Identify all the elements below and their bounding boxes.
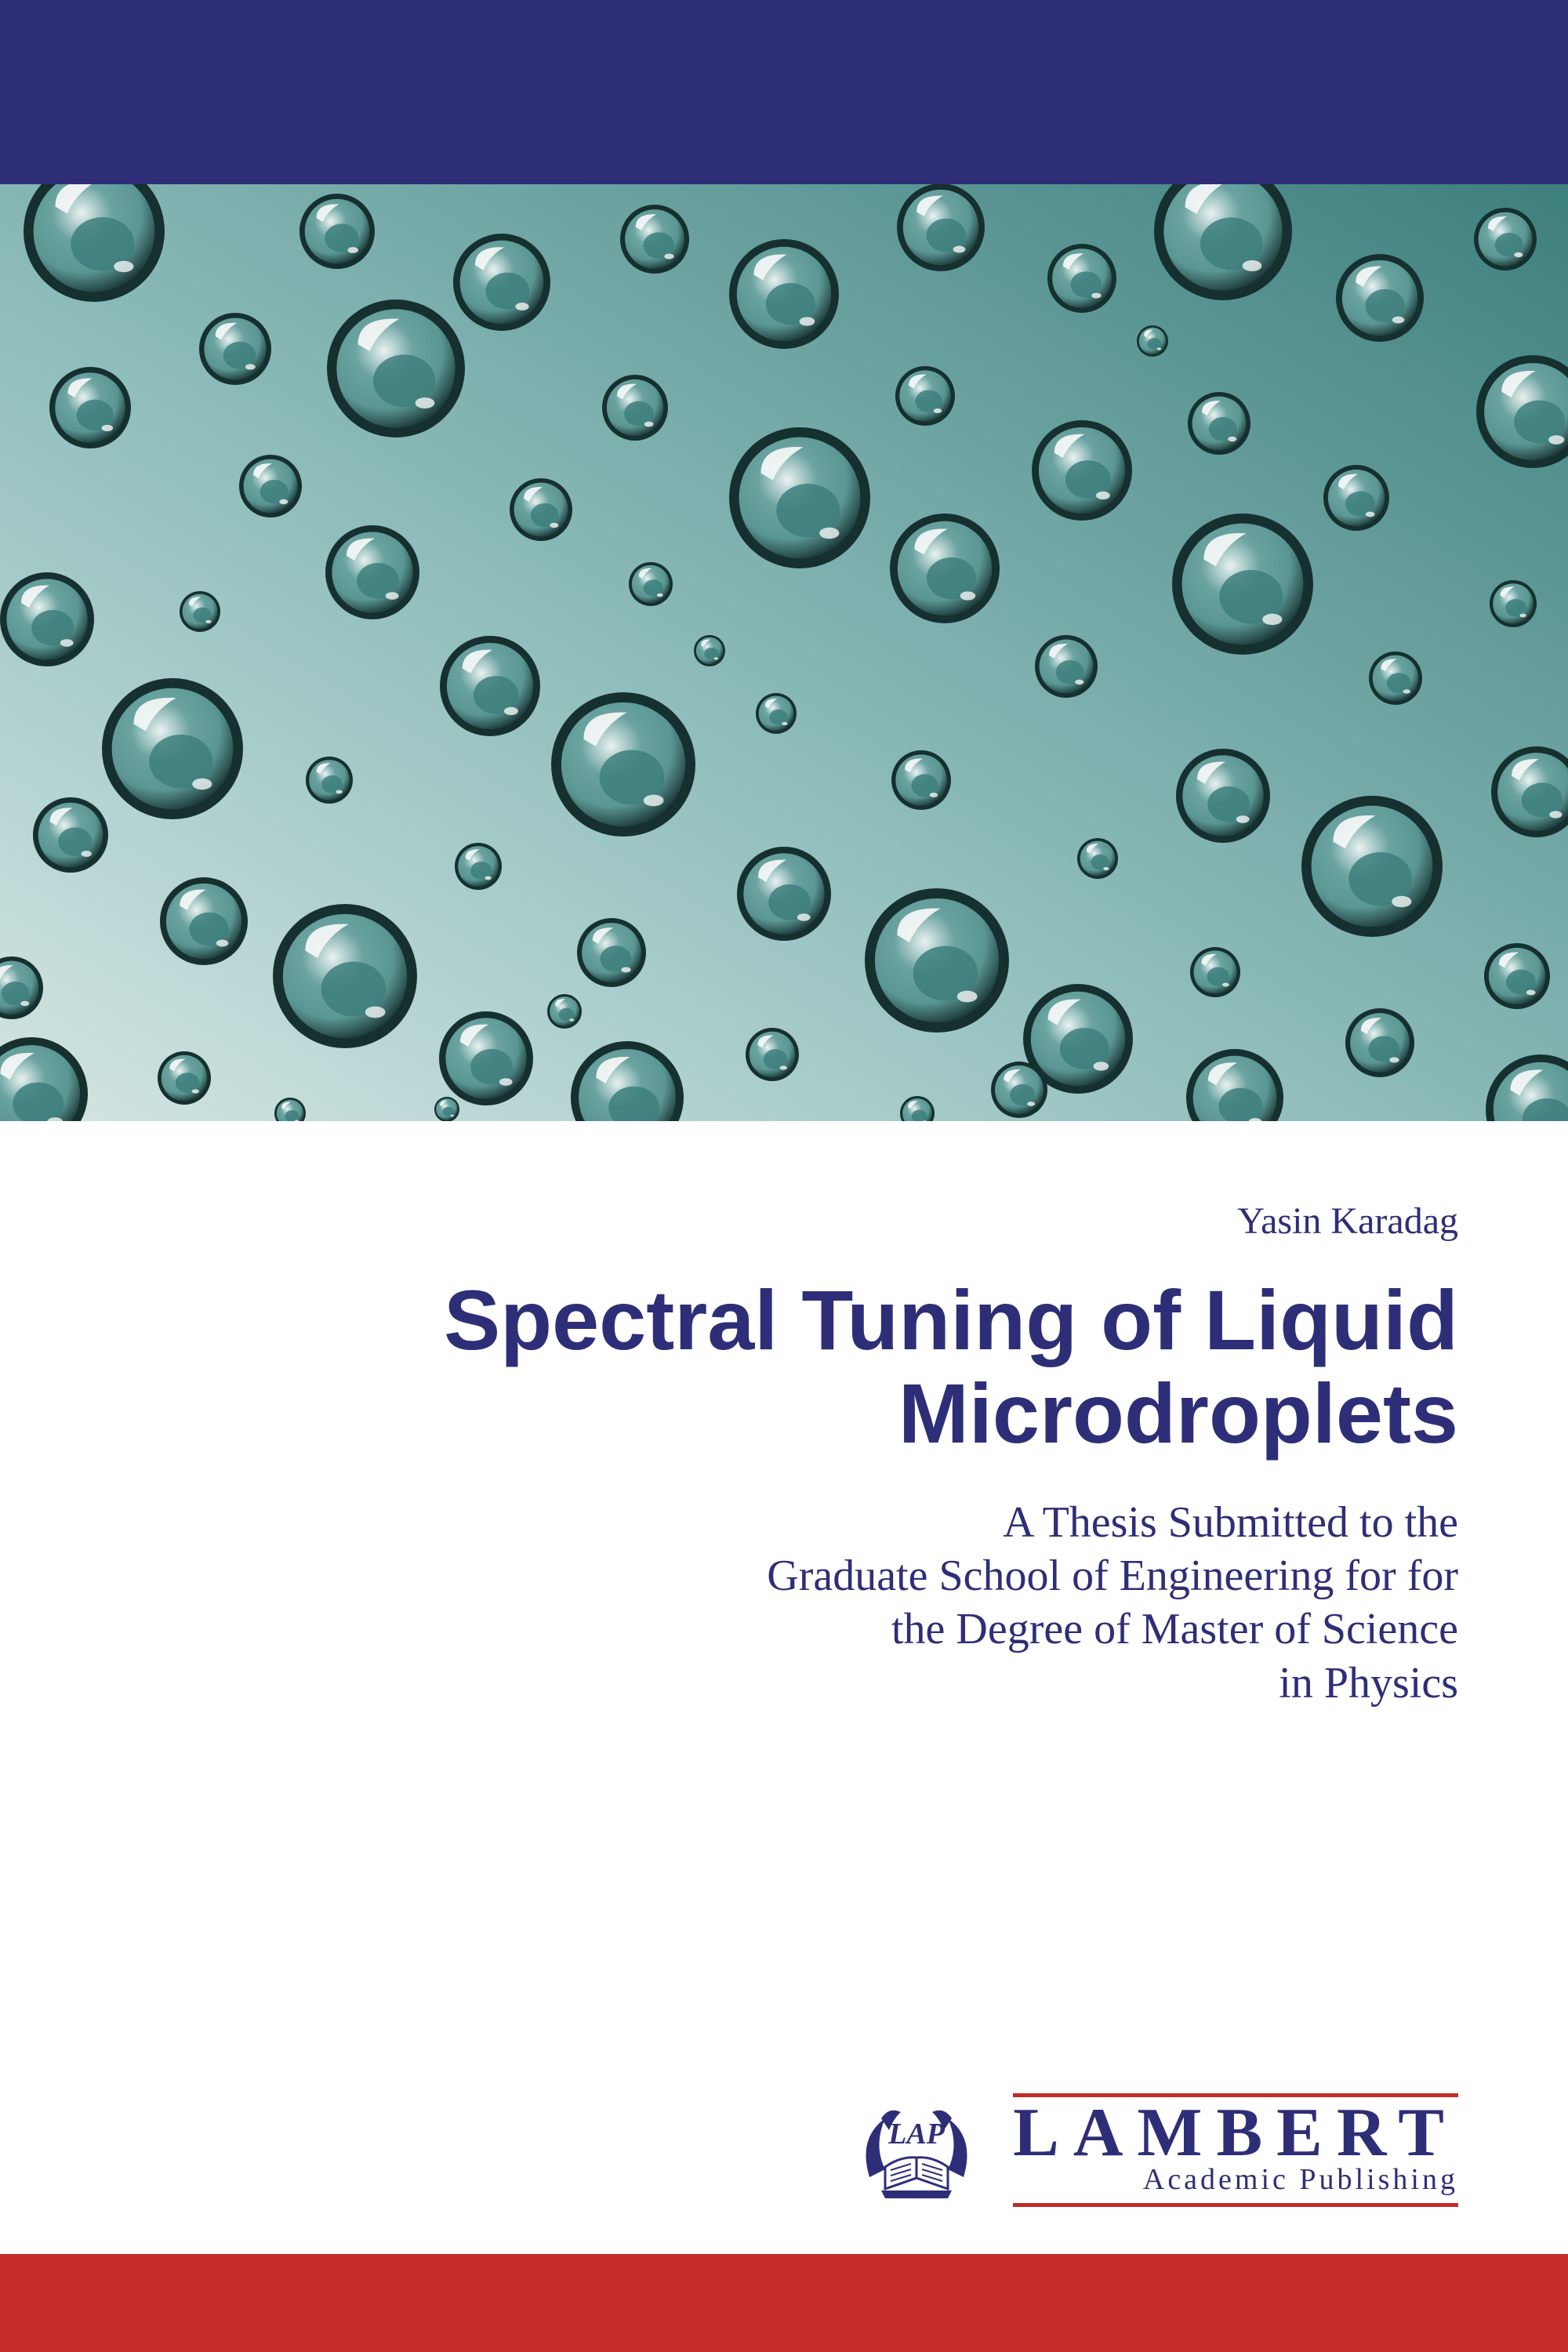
- droplet: [1474, 208, 1537, 270]
- droplet: [694, 635, 725, 666]
- droplet: [620, 205, 689, 274]
- droplets-svg: [0, 184, 1568, 1121]
- droplet: [1490, 580, 1537, 627]
- book-subtitle: A Thesis Submitted to theGraduate School…: [110, 1496, 1458, 1710]
- droplet: [1032, 420, 1132, 521]
- droplet: [199, 313, 271, 385]
- droplet: [1336, 254, 1424, 342]
- droplet: [890, 514, 1000, 623]
- droplet: [1345, 1008, 1414, 1077]
- droplet: [895, 366, 955, 426]
- publisher-subtitle: Academic Publishing: [1013, 2162, 1458, 2197]
- publisher-logo-icon: LAP: [842, 2095, 991, 2205]
- droplet: [602, 375, 668, 441]
- droplet: [299, 194, 375, 269]
- publisher-badge-text: LAP: [887, 2118, 946, 2151]
- droplet: [510, 478, 572, 541]
- droplet: [273, 904, 417, 1048]
- author-name: Yasin Karadag: [110, 1200, 1458, 1243]
- top-color-band: [0, 0, 1568, 184]
- droplet: [865, 888, 1009, 1033]
- droplet: [306, 757, 353, 804]
- droplet: [1172, 514, 1313, 655]
- droplet: [629, 562, 673, 606]
- droplet: [1323, 465, 1389, 531]
- book-cover: Yasin Karadag Spectral Tuning of Liquid …: [0, 0, 1568, 2352]
- droplets-illustration: [0, 184, 1568, 1121]
- droplet: [1047, 244, 1116, 313]
- droplet: [1188, 392, 1250, 455]
- droplet: [991, 1062, 1047, 1118]
- droplet: [327, 299, 465, 437]
- droplet: [1484, 943, 1550, 1009]
- droplet: [325, 525, 419, 619]
- droplet: [33, 797, 108, 873]
- publisher-name: LAMBERT: [1013, 2102, 1458, 2164]
- publisher-block: LAP LAMBERT A: [842, 2093, 1458, 2207]
- droplet: [547, 994, 582, 1029]
- droplet: [577, 918, 646, 987]
- droplet: [160, 877, 248, 965]
- droplet: [239, 455, 302, 517]
- droplet: [1077, 838, 1118, 879]
- droplet: [102, 678, 243, 819]
- book-title: Spectral Tuning of Liquid Microdroplets: [110, 1274, 1458, 1461]
- droplet: [180, 591, 220, 632]
- droplet: [455, 843, 502, 890]
- publisher-text-wrap: LAMBERT Academic Publishing: [1013, 2093, 1458, 2207]
- droplet: [1369, 652, 1422, 705]
- droplet: [729, 427, 870, 568]
- publisher-bar-bottom: [1013, 2203, 1458, 2207]
- droplet: [1176, 749, 1270, 843]
- droplet: [729, 239, 839, 349]
- droplet: [891, 750, 951, 810]
- bottom-color-band: [0, 2254, 1568, 2352]
- droplet: [1190, 947, 1240, 997]
- droplet: [1035, 635, 1098, 698]
- droplet: [49, 367, 131, 448]
- droplet: [440, 636, 540, 736]
- droplet: [453, 234, 550, 331]
- droplet: [756, 693, 797, 734]
- droplet: [158, 1051, 211, 1105]
- droplet: [551, 692, 695, 837]
- droplet: [897, 184, 985, 271]
- droplet: [737, 847, 831, 941]
- droplet: [434, 1097, 459, 1121]
- droplet: [0, 572, 94, 666]
- droplet: [1301, 796, 1443, 937]
- droplet: [746, 1028, 799, 1081]
- text-panel: Yasin Karadag Spectral Tuning of Liquid …: [0, 1121, 1568, 2254]
- droplet: [439, 1011, 533, 1105]
- droplet: [1137, 325, 1168, 357]
